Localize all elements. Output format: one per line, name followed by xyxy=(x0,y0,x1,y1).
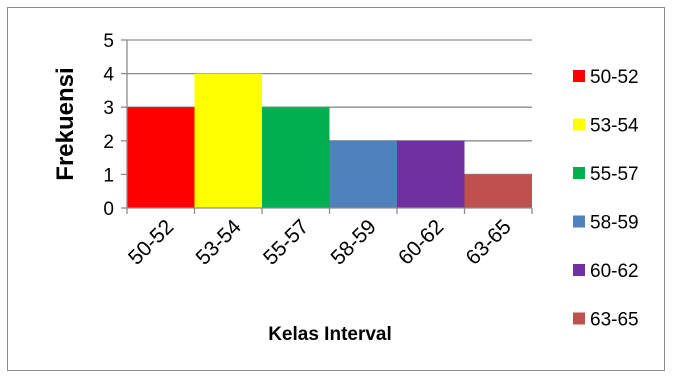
bar-55-57 xyxy=(262,107,330,208)
bar-50-52 xyxy=(127,107,195,208)
y-tick-label: 4 xyxy=(103,65,114,86)
legend-swatch xyxy=(573,264,585,276)
legend-label: 63-65 xyxy=(590,310,639,331)
bar-53-54 xyxy=(194,73,262,208)
y-tick-labels: 0 1 2 3 4 5 xyxy=(103,31,114,220)
y-tick-label: 0 xyxy=(103,199,114,220)
x-tick-label: 58-59 xyxy=(327,215,381,269)
y-tick-label: 2 xyxy=(103,132,114,153)
x-tick-labels: 50-52 53-54 55-57 58-59 60-62 63-65 xyxy=(124,215,516,269)
legend-label: 53-54 xyxy=(590,116,639,137)
legend-label: 60-62 xyxy=(590,261,639,282)
y-axis-title: Frekuensi xyxy=(52,67,79,180)
y-tick-label: 1 xyxy=(103,165,114,186)
y-tick-label: 3 xyxy=(103,98,114,119)
bars xyxy=(127,73,532,208)
bar-60-62 xyxy=(397,140,465,208)
x-axis-title: Kelas Interval xyxy=(268,324,392,345)
legend: 50-52 53-54 55-57 58-59 60-62 63-65 xyxy=(573,67,639,331)
legend-swatch xyxy=(573,167,585,179)
x-tick-label: 55-57 xyxy=(259,215,313,269)
bar-63-65 xyxy=(464,174,532,208)
x-tick-label: 60-62 xyxy=(394,215,448,269)
legend-swatch xyxy=(573,118,585,131)
y-tick-label: 5 xyxy=(103,31,114,52)
legend-swatch xyxy=(573,70,585,82)
x-tick-label: 63-65 xyxy=(462,215,516,269)
bar-58-59 xyxy=(329,140,397,208)
x-tick-label: 50-52 xyxy=(124,215,178,269)
legend-swatch xyxy=(573,215,585,228)
legend-label: 58-59 xyxy=(590,213,639,234)
x-tick-label: 53-54 xyxy=(192,215,246,269)
axes xyxy=(121,39,533,214)
legend-label: 50-52 xyxy=(590,67,639,88)
legend-label: 55-57 xyxy=(590,164,639,185)
legend-swatch xyxy=(573,312,585,325)
